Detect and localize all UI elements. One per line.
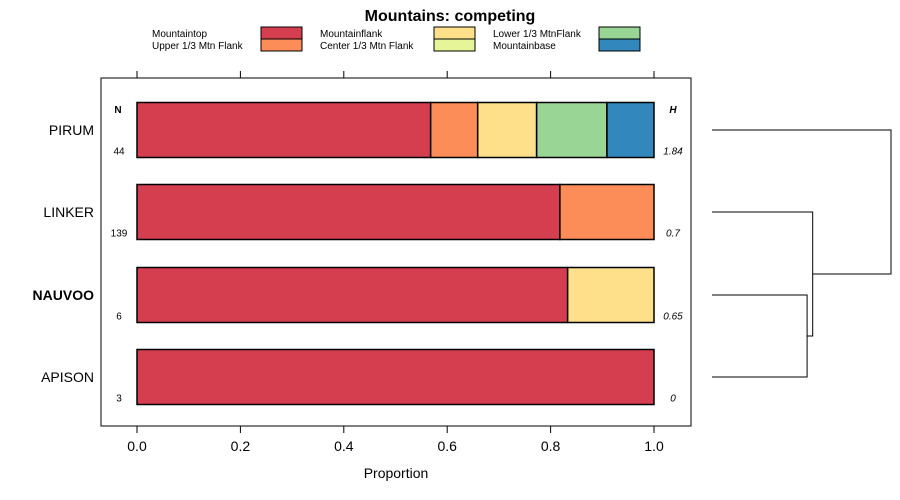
bar-pirum-mountaintop [136, 101, 432, 159]
chart-title: Mountains: competing [365, 8, 536, 25]
legend-swatch-upper-1-3-mtn-flank [260, 38, 303, 52]
legend-swatch-center-1-3-mtn-flank [433, 38, 476, 52]
legend-label-mountainbase: Mountainbase [493, 41, 556, 52]
row-label-pirum: PIRUM [49, 122, 94, 138]
x-axis: 0.0 0.2 0.4 0.6 0.8 1.0 [127, 71, 664, 454]
h-value-apison: 0 [670, 394, 676, 405]
bar-linker-mountaintop [136, 183, 561, 241]
n-header: N [114, 105, 121, 116]
row-label-linker: LINKER [43, 204, 94, 220]
bar-pirum-lower-1-3-mtnflank [535, 101, 608, 159]
x-tick-label-3: 0.6 [437, 438, 457, 454]
legend-swatch-lower-1-3-mtnflank [598, 26, 641, 40]
n-value-apison: 3 [116, 394, 122, 405]
bar-linker-upper-1-3-mtn-flank [559, 183, 655, 241]
n-value-nauvoo: 6 [116, 312, 122, 323]
x-tick-label-0: 0.0 [127, 438, 147, 454]
plot-frame [100, 77, 692, 427]
h-header: H [669, 105, 677, 116]
n-value-pirum: 44 [113, 147, 125, 158]
legend-swatch-mountainflank [433, 26, 476, 40]
bar-apison-mountaintop [136, 348, 655, 406]
x-tick-label-1: 0.2 [231, 438, 251, 454]
dendro-merge-pirum [712, 129, 892, 275]
bar-pirum-mountainflank [476, 101, 538, 159]
legend-label-upper-1-3-mtn-flank: Upper 1/3 Mtn Flank [152, 41, 244, 52]
x-tick-label-4: 0.8 [541, 438, 561, 454]
row-label-apison: APISON [41, 369, 94, 385]
n-value-linker: 139 [111, 229, 128, 240]
h-value-linker: 0.7 [666, 229, 680, 240]
bar-nauvoo-mountainflank [566, 266, 655, 324]
x-axis-title: Proportion [364, 465, 429, 481]
legend-label-center-1-3-mtn-flank: Center 1/3 Mtn Flank [320, 41, 414, 52]
bar-nauvoo-mountaintop [136, 266, 569, 324]
row-label-nauvoo: NAUVOO [33, 287, 95, 303]
bar-pirum-upper-1-3-mtn-flank [429, 101, 479, 159]
h-value-pirum: 1.84 [663, 147, 683, 158]
dendrogram [712, 129, 892, 378]
bar-rows: PIRUM 44 1.84 LINKER 139 0.7 NAUVOO 6 0.65 APISON… [33, 101, 683, 406]
dendro-merge-linker [712, 211, 814, 337]
dendro-merge-apison-nauvoo [712, 294, 808, 378]
legend-swatch-mountaintop [260, 26, 303, 40]
legend-label-mountaintop: Mountaintop [152, 29, 207, 40]
x-tick-label-5: 1.0 [644, 438, 664, 454]
bar-pirum-mountainbase [606, 101, 655, 159]
h-value-nauvoo: 0.65 [663, 312, 683, 323]
legend-swatch-mountainbase [598, 38, 641, 52]
x-tick-label-2: 0.4 [334, 438, 354, 454]
legend-label-mountainflank: Mountainflank [320, 29, 383, 40]
legend-label-lower-1-3-mtnflank: Lower 1/3 MtnFlank [493, 29, 582, 40]
